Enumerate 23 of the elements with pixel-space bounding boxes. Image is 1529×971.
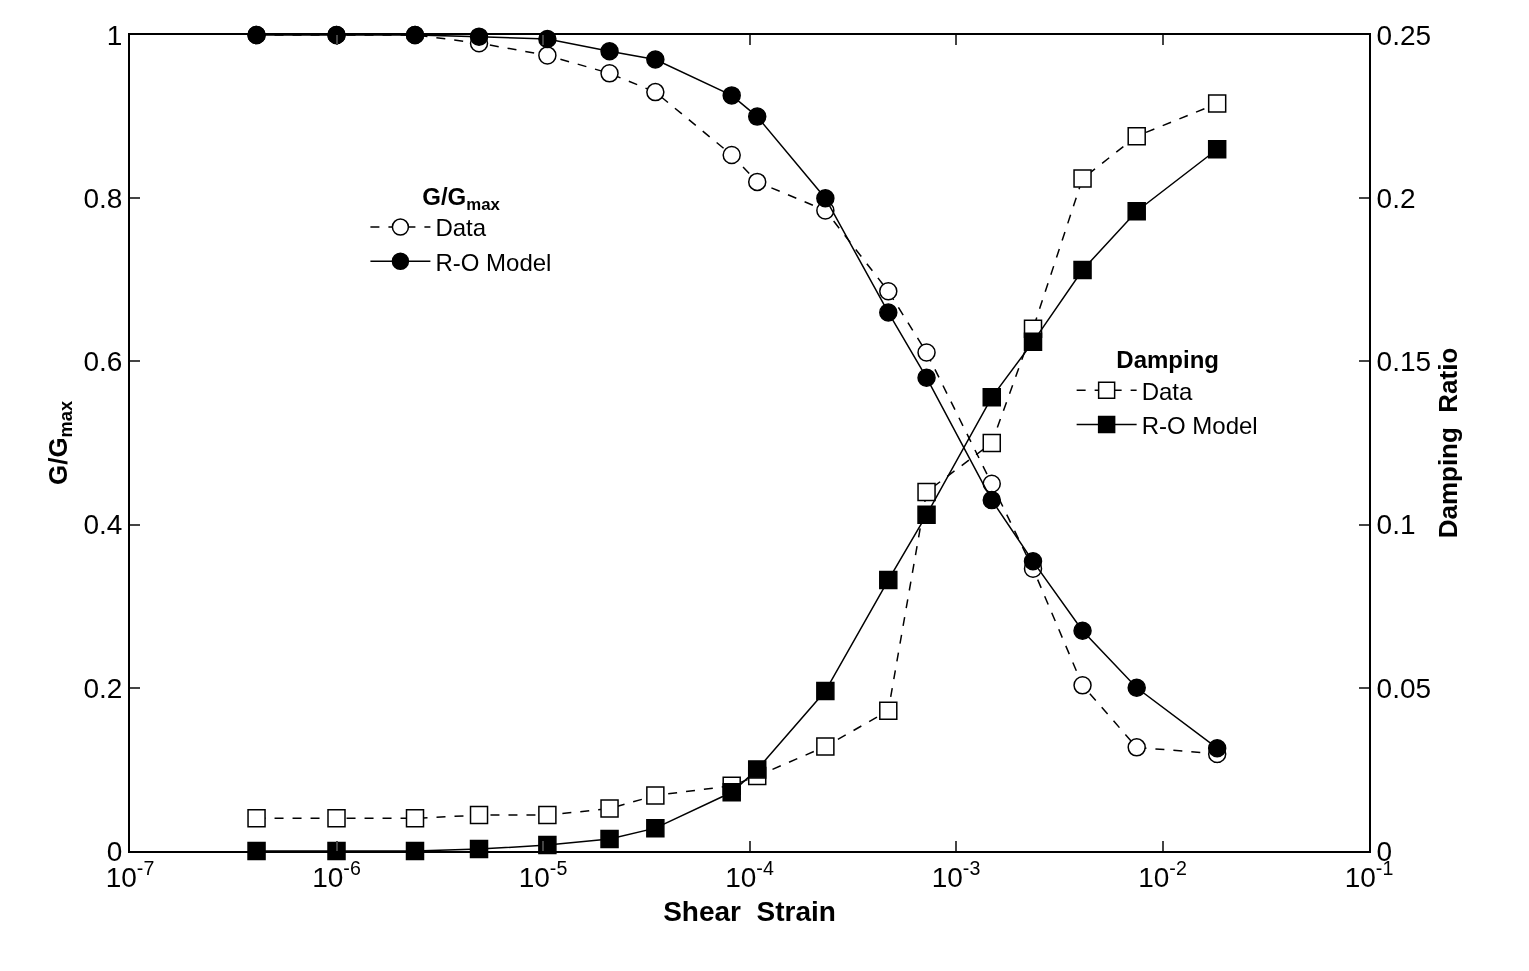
y-tick-label: 0.6 — [83, 346, 123, 378]
x-tick-label: 10$^{-4}$ — [725, 856, 774, 893]
legend-label: Data — [435, 214, 487, 242]
y2-tick-label: 0.05 — [1376, 672, 1432, 704]
y-tick-label: 0.2 — [83, 672, 123, 704]
x-tick-label: 10$^{-3}$ — [931, 856, 981, 893]
y-tick-label: 0.4 — [83, 509, 123, 541]
annotation: Damping — [1116, 346, 1219, 374]
legend-label: Data — [1141, 377, 1193, 405]
x-tick-label: 10$^{-5}$ — [518, 856, 568, 893]
x-tick-label: 10$^{-2}$ — [1138, 856, 1187, 893]
y2-tick-label: 0.15 — [1376, 346, 1432, 378]
y-tick-label: 0.8 — [83, 183, 123, 214]
y2-tick-label: 0.2 — [1376, 183, 1416, 214]
x-axis-title: Shear Strain — [663, 896, 836, 928]
legend-label: R-O Model — [1141, 411, 1258, 439]
y2-axis-title: Damping Ratio — [1433, 347, 1464, 539]
legend-label: R-O Model — [435, 248, 552, 276]
y2-tick-label: 0.1 — [1376, 509, 1416, 541]
x-tick-label: 10$^{-6}$ — [312, 856, 361, 893]
y2-tick-label: 0.25 — [1376, 19, 1432, 51]
annotation: G/G$_{max}$ — [422, 182, 501, 214]
y-tick-label: 1 — [106, 19, 123, 51]
